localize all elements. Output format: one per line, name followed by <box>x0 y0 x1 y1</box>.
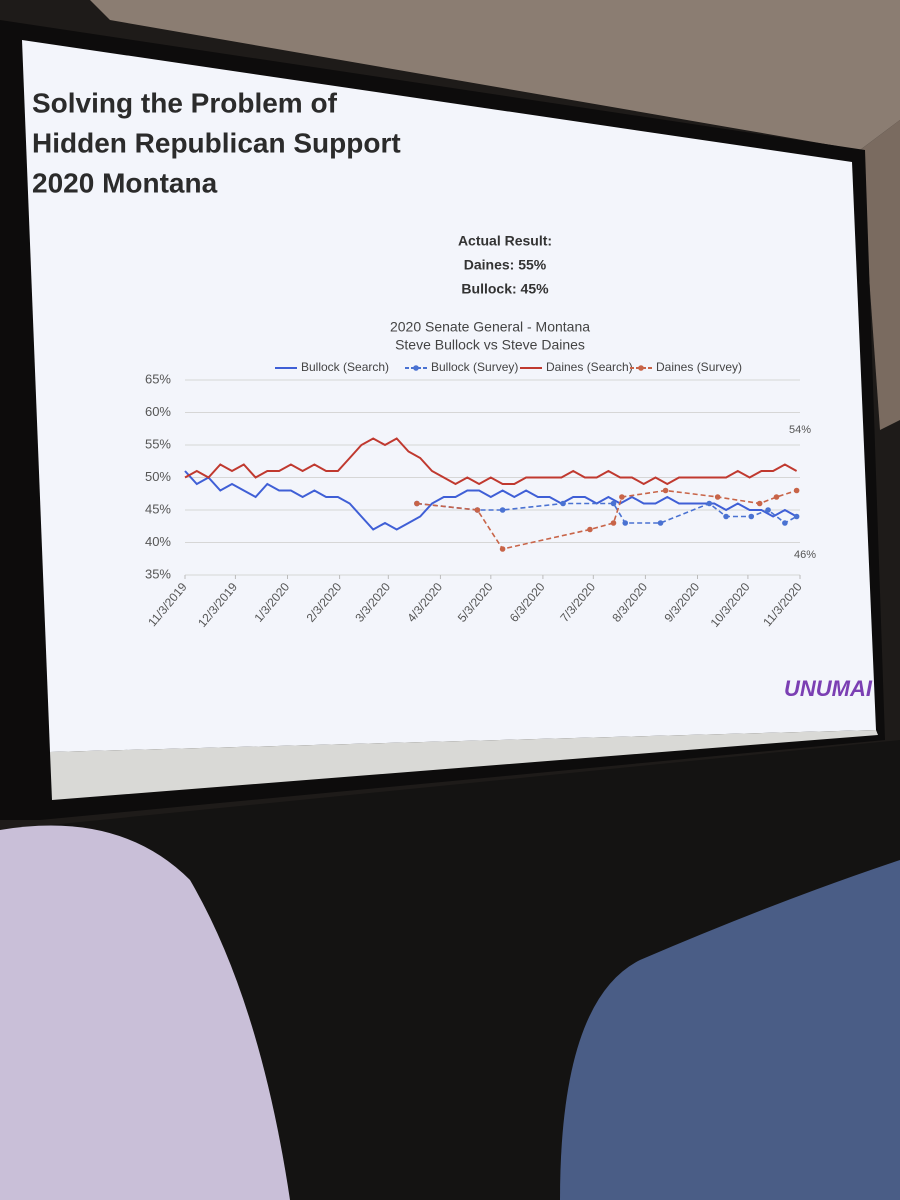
series-marker <box>793 487 800 494</box>
y-tick-label: 60% <box>145 404 171 419</box>
series-marker <box>414 500 420 507</box>
series-line <box>184 437 798 486</box>
series-marker <box>610 520 617 526</box>
result-text: Bullock: 45% <box>461 281 549 297</box>
series-marker <box>499 546 506 552</box>
legend-label: Daines (Survey) <box>656 360 742 374</box>
slide-content: Solving the Problem of Hidden Republican… <box>32 87 873 700</box>
legend-marker <box>638 365 644 371</box>
screen-lower <box>50 730 878 800</box>
y-tick-label: 55% <box>145 436 171 451</box>
result-text: Actual Result: <box>458 233 552 249</box>
series-marker <box>622 520 629 526</box>
series-marker <box>474 507 481 513</box>
slide <box>22 40 876 752</box>
series-marker <box>706 500 713 507</box>
series-marker <box>773 494 780 500</box>
series-marker <box>662 487 669 494</box>
series-marker <box>587 526 593 533</box>
series-marker <box>499 507 506 513</box>
legend-label: Daines (Search) <box>546 360 633 374</box>
chart-title: 2020 Senate General - Montana <box>390 319 590 335</box>
y-tick-label: 35% <box>145 566 171 581</box>
legend-label: Bullock (Search) <box>301 360 389 374</box>
y-tick-label: 65% <box>145 371 171 386</box>
series-line <box>184 470 798 531</box>
legend-label: Bullock (Survey) <box>431 360 518 374</box>
series-marker <box>782 520 788 526</box>
slide-title: 2020 Montana <box>32 167 218 198</box>
series-marker <box>756 500 763 507</box>
wall <box>860 120 900 430</box>
ceiling <box>90 0 900 150</box>
series-marker <box>610 500 617 507</box>
chart-subtitle: Steve Bullock vs Steve Daines <box>395 337 585 353</box>
y-tick-label: 50% <box>145 469 171 484</box>
series-marker <box>723 513 729 520</box>
series-marker <box>748 513 755 520</box>
series-marker <box>560 500 566 507</box>
series-marker <box>765 507 771 513</box>
person-right <box>560 860 900 1200</box>
series-marker <box>714 494 721 500</box>
person-left <box>0 825 290 1200</box>
logo: UNUMAI <box>784 676 873 701</box>
annotation: 46% <box>794 549 816 561</box>
y-tick-label: 45% <box>145 501 171 516</box>
slide-title: Hidden Republican Support <box>32 127 401 158</box>
series-marker <box>793 513 800 520</box>
slide-title: Solving the Problem of <box>32 87 338 118</box>
y-tick-label: 40% <box>145 534 171 549</box>
series-marker <box>657 520 664 526</box>
legend-marker <box>413 365 419 371</box>
annotation: 54% <box>789 424 811 436</box>
result-text: Daines: 55% <box>464 257 547 273</box>
series-marker <box>619 494 625 500</box>
